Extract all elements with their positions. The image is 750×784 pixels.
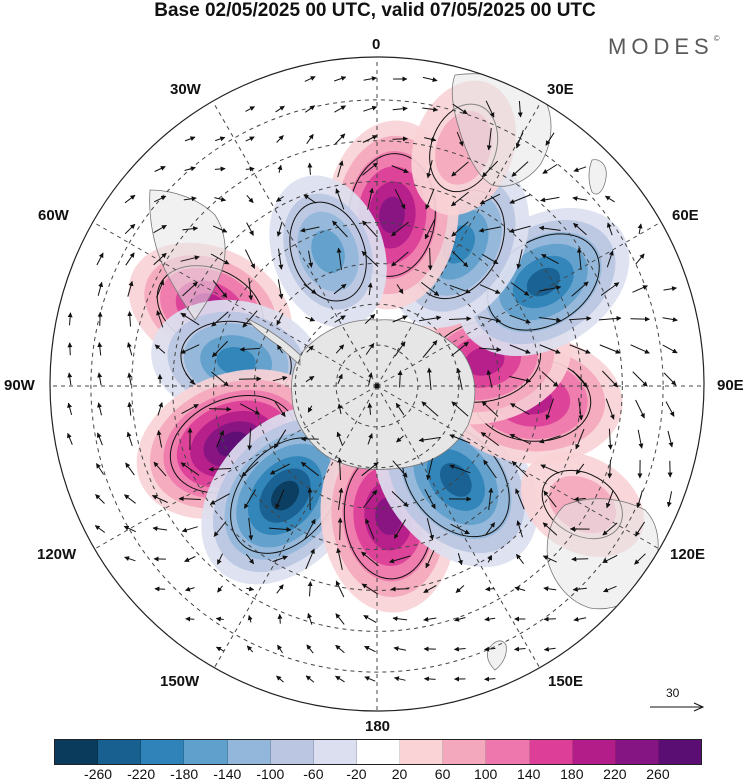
colorbar-tick-label: -100	[256, 766, 284, 782]
lon-label-90w: 90W	[4, 377, 35, 394]
lon-label-150e: 150E	[548, 673, 583, 690]
colorbar-tick-labels: -260 -220 -180 -140 -100 -60 -20 20 60 100 140 180 2…	[0, 766, 750, 784]
lon-label-30w: 30W	[170, 81, 201, 98]
colorbar-swatch	[141, 740, 184, 764]
colorbar-swatch	[400, 740, 443, 764]
wind-vector-arrow	[340, 518, 341, 540]
colorbar-swatch	[486, 740, 529, 764]
colorbar-swatch	[357, 740, 400, 764]
lon-label-30e: 30E	[547, 81, 574, 98]
colorbar-swatch	[98, 740, 141, 764]
colorbar-tick-label: 180	[560, 766, 583, 782]
wind-vector-arrow	[280, 614, 281, 623]
colorbar-tick-label: 20	[392, 766, 408, 782]
wind-vector-arrow	[393, 139, 408, 140]
colorbar-tick-label: -140	[213, 766, 241, 782]
colorbar-tick-label: 140	[517, 766, 540, 782]
colorbar-swatch	[55, 740, 98, 764]
reference-arrow-icon	[648, 686, 708, 716]
colorbar-swatch	[659, 740, 701, 764]
lon-label-0: 0	[372, 36, 380, 53]
colorbar-tick-label: 220	[603, 766, 626, 782]
colorbar-swatch	[271, 740, 314, 764]
lon-label-180: 180	[365, 718, 390, 735]
lon-label-150w: 150W	[160, 673, 199, 690]
wind-vector-arrow	[155, 589, 165, 590]
lon-label-60e: 60E	[672, 207, 699, 224]
colorbar-tick-label: 100	[474, 766, 497, 782]
colorbar-tick-label: 60	[435, 766, 451, 782]
colorbar-swatch	[616, 740, 659, 764]
lon-label-120w: 120W	[37, 546, 76, 563]
reference-vector: 30	[648, 686, 708, 716]
wind-vector-arrow	[572, 559, 588, 560]
colorbar-swatch	[573, 740, 616, 764]
colorbar-swatch	[443, 740, 486, 764]
colorbar-swatch	[530, 740, 573, 764]
wind-vector-arrow	[70, 343, 71, 355]
colorbar-swatch	[314, 740, 357, 764]
colorbar-tick-label: 260	[646, 766, 669, 782]
antarctica-landmass	[291, 320, 474, 470]
south-pole-marker	[375, 384, 380, 389]
polar-map	[0, 0, 750, 735]
colorbar-tick-label: -260	[84, 766, 112, 782]
lon-label-60w: 60W	[38, 207, 69, 224]
colorbar-tick-label: -60	[303, 766, 323, 782]
colorbar-swatch	[184, 740, 227, 764]
colorbar-tick-label: -20	[346, 766, 366, 782]
colorbar-swatch	[228, 740, 271, 764]
lon-label-90e: 90E	[717, 377, 744, 394]
colorbar-tick-label: -180	[170, 766, 198, 782]
colorbar-tick-label: -220	[127, 766, 155, 782]
wind-vector-arrow	[544, 619, 556, 620]
lon-label-120e: 120E	[670, 546, 705, 563]
colorbar	[54, 739, 702, 765]
wind-vector-arrow	[100, 312, 101, 326]
